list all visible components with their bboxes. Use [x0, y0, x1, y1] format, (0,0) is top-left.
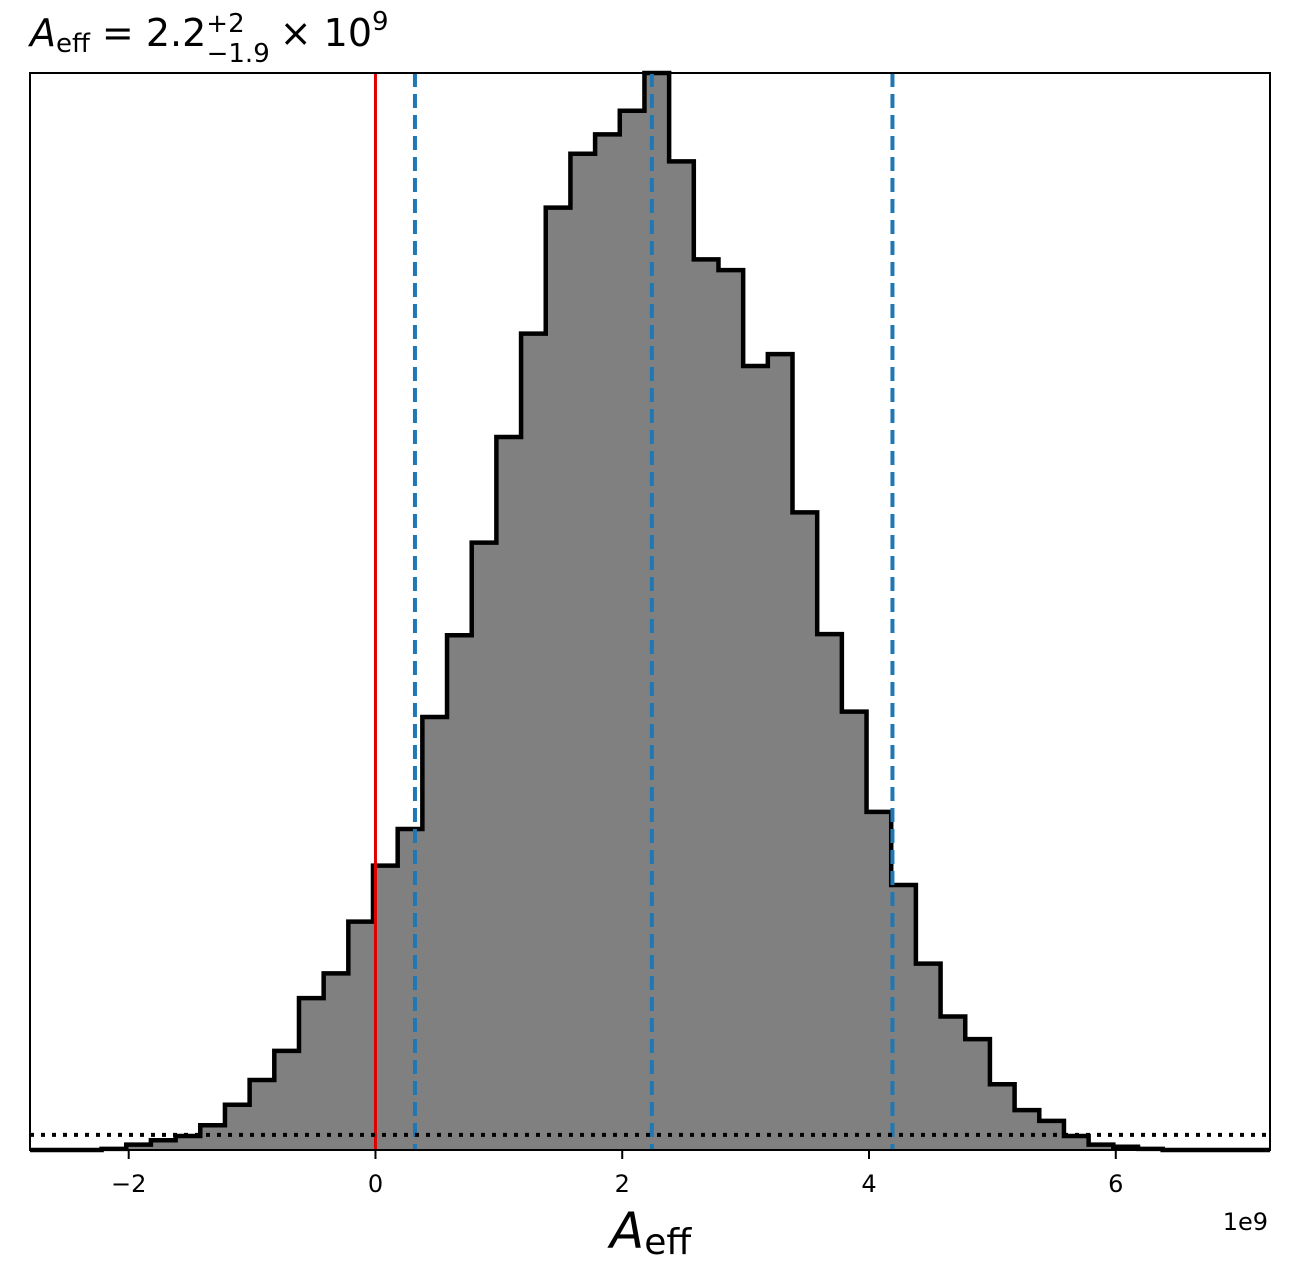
chart-title: Aeff = 2.2+2 −1.9 × 109: [27, 7, 389, 69]
x-offset-label: 1e9: [1223, 1208, 1268, 1236]
xlabel-symbol-sub: eff: [644, 1222, 692, 1263]
x-tick-label: 4: [861, 1170, 876, 1198]
x-axis-label: Aeff: [607, 1202, 692, 1263]
histogram-edge: [30, 70, 1270, 1153]
title-equals: = 2.2: [102, 11, 206, 55]
x-tick-label: 2: [615, 1170, 630, 1198]
x-tick-label: 0: [368, 1170, 383, 1198]
x-axis-ticks: −2 0 2 4 6: [111, 1150, 1123, 1198]
histogram-fill: [101, 73, 1163, 1150]
reference-lines: [373, 73, 895, 1150]
title-exponent: 9: [372, 7, 389, 37]
title-symbol: A: [27, 11, 56, 55]
title-times: × 10: [280, 11, 372, 55]
axes-frame: [29, 72, 1271, 1151]
histogram: [30, 70, 1270, 1153]
title-sup: +2: [206, 9, 244, 39]
title-symbol-sub: eff: [56, 29, 91, 59]
xlabel-symbol: A: [607, 1202, 644, 1260]
x-tick-label: −2: [111, 1170, 146, 1198]
title-sub: −1.9: [207, 39, 270, 69]
x-tick-label: 6: [1108, 1170, 1123, 1198]
